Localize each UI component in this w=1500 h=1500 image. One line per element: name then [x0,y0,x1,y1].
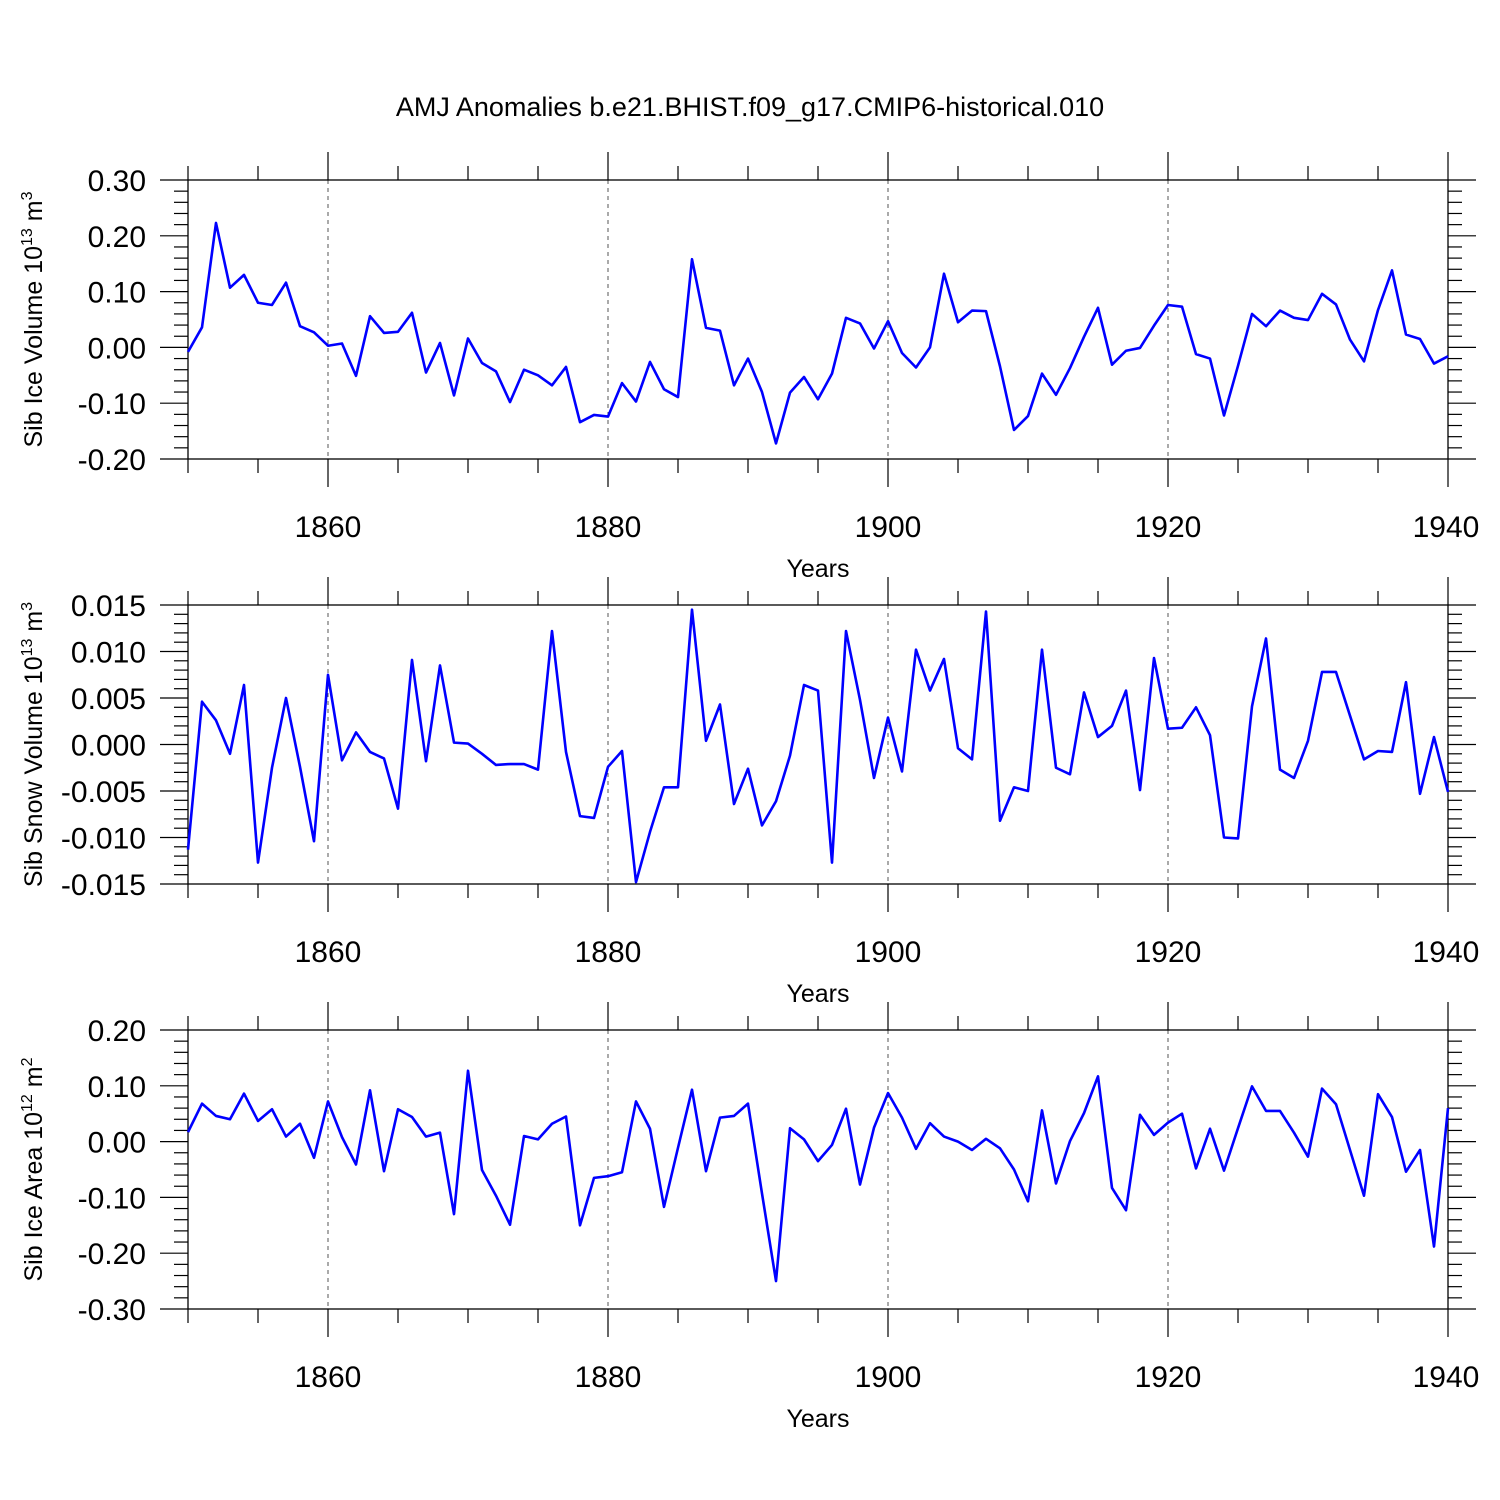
y-axis-label-unit: m [20,611,48,639]
y-axis-label-unit: m [20,1066,48,1094]
y-tick-label: -0.30 [78,1294,146,1327]
y-axis-label-exp: 13 [19,228,36,246]
y-tick-label: 0.30 [88,165,146,198]
x-tick-label: 1940 [1413,511,1480,544]
plot-frame [187,1029,1449,1310]
x-tick-label: 1920 [1135,511,1202,544]
y-axis-label-unit-exp: 2 [19,1057,36,1066]
y-axis-label: Sib Ice Area 1012 m2 [19,1057,48,1281]
x-axis-label: Years [786,555,849,583]
x-tick-label: 1900 [855,511,922,544]
x-tick-label: 1860 [295,1361,362,1394]
y-tick-label: -0.015 [61,869,146,902]
y-tick-label: 0.005 [71,683,146,716]
x-tick-label: 1880 [575,511,642,544]
y-tick-label: -0.010 [61,823,146,856]
y-axis-label-text: Sib Snow Volume 10 [20,656,48,887]
y-tick-label: 0.000 [71,730,146,763]
y-axis-label: Sib Ice Volume 1013 m3 [19,191,48,447]
x-tick-label: 1880 [575,936,642,969]
y-axis-label-unit: m [20,200,48,228]
y-tick-label: 0.10 [88,1071,146,1104]
series-line-sib-snow-volume [186,608,1450,884]
panel-sib-snow-volume: -0.015 -0.010 -0.005 0.000 0.005 0.010 0.015 18… [19,577,1479,1008]
panel-sib-ice-volume: -0.20 -0.10 0.00 0.10 0.20 0.30 1860 1880 1900 19… [19,152,1479,583]
y-tick-label: 0.015 [71,590,146,623]
y-axis-label: Sib Snow Volume 1013 m3 [19,602,48,887]
x-axis-label: Years [786,1405,849,1433]
x-tick-label: 1940 [1413,936,1480,969]
figure-title: AMJ Anomalies b.e21.BHIST.f09_g17.CMIP6-… [396,92,1104,122]
x-tick-label: 1920 [1135,936,1202,969]
y-tick-label: 0.20 [88,221,146,254]
x-tick-label: 1940 [1413,1361,1480,1394]
y-axis-label-exp: 13 [19,638,36,656]
y-tick-label: -0.10 [78,1182,146,1215]
x-tick-label: 1880 [575,1361,642,1394]
x-tick-label: 1920 [1135,1361,1202,1394]
x-tick-label: 1900 [855,1361,922,1394]
y-tick-label: -0.20 [78,444,146,477]
x-axis-label: Years [786,980,849,1008]
panel-sib-ice-area: -0.30 -0.20 -0.10 0.00 0.10 0.20 1860 1880 1900 1… [19,1002,1479,1433]
y-axis-label-unit-exp: 3 [19,602,36,611]
y-axis-label-unit-exp: 3 [19,191,36,200]
y-tick-label: 0.010 [71,637,146,670]
y-tick-label: -0.005 [61,776,146,809]
y-tick-label: 0.10 [88,277,146,310]
y-tick-label: 0.20 [88,1015,146,1048]
y-tick-label: 0.00 [88,332,146,365]
y-tick-label: -0.10 [78,388,146,421]
y-axis-label-text: Sib Ice Volume 10 [20,246,48,448]
x-tick-label: 1900 [855,936,922,969]
y-axis-label-text: Sib Ice Area 10 [20,1112,48,1282]
y-tick-label: 0.00 [88,1127,146,1160]
x-tick-label: 1860 [295,511,362,544]
plot-frame [187,604,1449,885]
series-line-sib-ice-area [186,1069,1450,1283]
x-tick-label: 1860 [295,936,362,969]
y-tick-label: -0.20 [78,1238,146,1271]
y-axis-label-exp: 12 [19,1094,36,1112]
series-line-sib-ice-volume [186,221,1449,445]
